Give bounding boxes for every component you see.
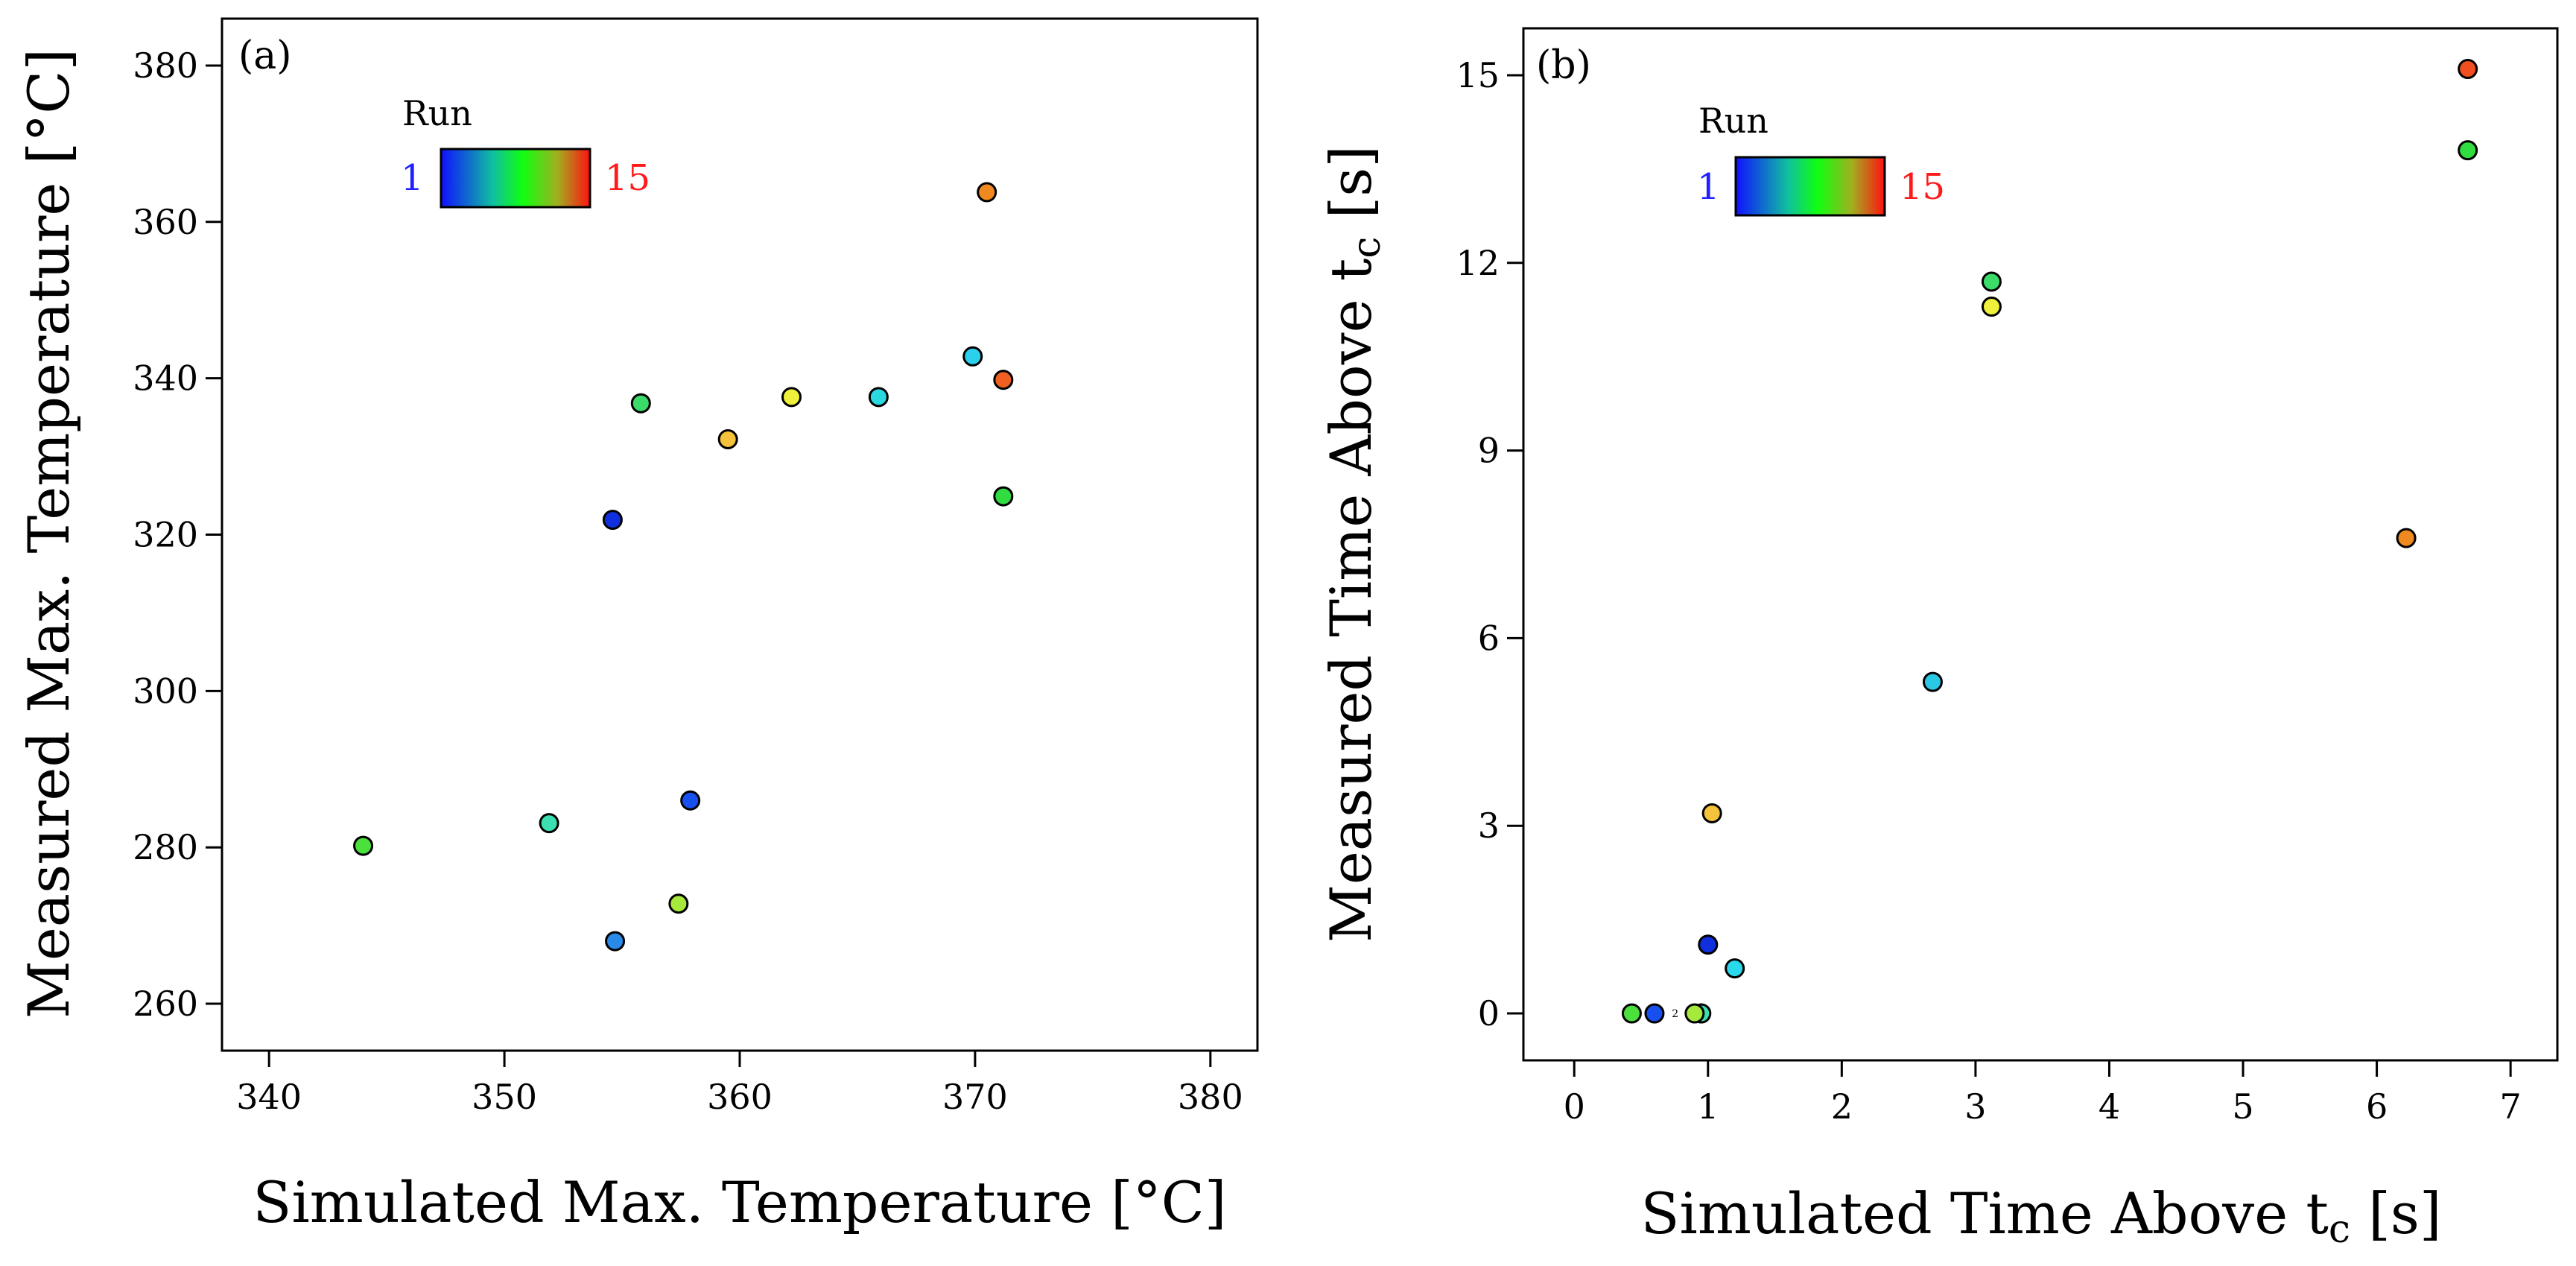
panel-a-data-point: [993, 370, 1014, 390]
panel-a-y-tick-label: 260: [133, 984, 198, 1024]
panel-a-legend-max: 15: [605, 157, 650, 199]
panel-b-data-point: [1981, 297, 2002, 317]
panel-a-data-point: [962, 346, 983, 367]
panel-a-y-tick-label: 280: [133, 827, 198, 867]
panel-a-x-tick-label: 380: [1178, 1077, 1243, 1117]
panel-a-data-point: [602, 510, 623, 531]
panel-b-data-point: [1698, 934, 1719, 955]
panel-a-label: (a): [238, 34, 292, 78]
panel-a-plot-frame: [221, 17, 1259, 1052]
panel-b-y-tick-label: 9: [1478, 431, 1500, 471]
panel-b-data-point: [2396, 528, 2417, 548]
panel-a-x-tick-label: 360: [707, 1077, 773, 1117]
panel-b-legend-max: 15: [1900, 166, 1945, 208]
panel-a-points: [353, 182, 1014, 952]
panel-a-data-point: [781, 387, 802, 408]
panel-b-annotation: 2: [1672, 1008, 1678, 1020]
panel-b-data-point: [1725, 958, 1745, 979]
panel-a-data-point: [868, 387, 889, 408]
panel-a-y-axis-label: Measured Max. Temperature [°C]: [16, 48, 82, 1019]
panel-a-y-tick-label: 380: [133, 45, 198, 86]
panel-b-plot-frame: [1522, 27, 2559, 1062]
panel-b-x-tick-label: 4: [2098, 1086, 2120, 1127]
panel-b-yticks: 0 3 6 9 12 15: [1456, 55, 1523, 1034]
panel-b-data-point: [1684, 1003, 1705, 1024]
panel-a-y-tick-label: 300: [133, 671, 198, 711]
panel-a-yticks: 260 280 300 320 340 360 380: [133, 45, 222, 1024]
panel-b-x-axis-label: Simulated Time Above tc [s]: [1640, 1180, 2441, 1252]
panel-b-y-tick-label: 0: [1478, 993, 1500, 1034]
panel-b-data-point: [1701, 803, 1722, 823]
panel-b-data-point: [1621, 1003, 1642, 1024]
panel-b-legend-min: 1: [1697, 166, 1720, 208]
panel-b-y-tick-label: 15: [1456, 55, 1500, 95]
panel-b-y-tick-label: 3: [1478, 806, 1500, 846]
panel-b-x-tick-label: 5: [2232, 1086, 2253, 1127]
panel-b-y-tick-label: 6: [1478, 618, 1500, 658]
panel-b-data-point: [1644, 1003, 1665, 1024]
panel-a: (a) 340 350 360 370 380 260 280 300 320 340 360 38…: [16, 17, 1259, 1235]
panel-b-x-tick-label: 7: [2500, 1086, 2522, 1127]
panel-a-data-point: [630, 393, 651, 414]
panel-a-data-point: [717, 428, 738, 449]
panel-a-data-point: [680, 790, 701, 811]
panel-b-x-tick-label: 2: [1831, 1086, 1853, 1127]
panel-a-legend-title: Run: [402, 93, 472, 133]
panel-b-y-axis-label: Measured Time Above tc [s]: [1318, 145, 1389, 943]
panel-b-data-point: [1922, 671, 1943, 692]
panel-b-data-point: [2458, 59, 2478, 80]
panel-a-y-tick-label: 360: [133, 202, 198, 242]
panel-b-legend-colorbar: [1734, 156, 1886, 217]
panel-a-data-point: [539, 813, 559, 834]
panel-b-x-tick-label: 0: [1564, 1086, 1585, 1127]
panel-b-data-point: [2458, 140, 2478, 161]
panel-a-x-tick-label: 350: [472, 1077, 537, 1117]
panel-b-x-tick-label: 1: [1697, 1086, 1719, 1127]
panel-a-data-point: [977, 182, 997, 203]
panel-a-data-point: [605, 931, 626, 952]
panel-a-x-tick-label: 370: [942, 1077, 1008, 1117]
panel-b-legend-title: Run: [1698, 101, 1768, 141]
panel-b-label: (b): [1536, 43, 1591, 88]
panel-a-data-point: [668, 893, 689, 914]
panel-b-points: [1621, 59, 2478, 1024]
panel-a-xticks: 340 350 360 370 380: [236, 1051, 1243, 1117]
panel-a-x-axis-label: Simulated Max. Temperature [°C]: [253, 1169, 1226, 1235]
panel-b-legend: Run 1 15: [1697, 101, 1945, 217]
panel-a-legend-colorbar: [440, 148, 591, 209]
panel-b-data-point: [1981, 271, 2002, 292]
panel-a-legend-min: 1: [401, 157, 424, 199]
panel-b-y-tick-label: 12: [1456, 243, 1500, 283]
panel-a-x-tick-label: 340: [236, 1077, 302, 1117]
panel-a-y-tick-label: 320: [133, 515, 198, 555]
panel-a-data-point: [993, 486, 1014, 507]
panel-b-xticks: 0 1 2 3 4 5 6 7: [1564, 1060, 2522, 1127]
panel-b-x-tick-label: 3: [1964, 1086, 1986, 1127]
panel-a-y-tick-label: 340: [133, 358, 198, 399]
panel-a-data-point: [353, 835, 374, 856]
panel-b-x-tick-label: 6: [2366, 1086, 2388, 1127]
panel-a-legend: Run 1 15: [401, 93, 650, 209]
